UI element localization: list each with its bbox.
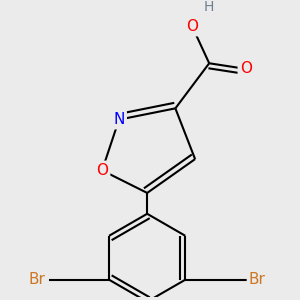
Text: Br: Br [249, 272, 266, 287]
Text: Br: Br [28, 272, 45, 287]
Text: O: O [186, 19, 198, 34]
Text: O: O [240, 61, 252, 76]
Text: H: H [204, 0, 214, 14]
Text: O: O [96, 163, 108, 178]
Text: N: N [113, 112, 125, 127]
